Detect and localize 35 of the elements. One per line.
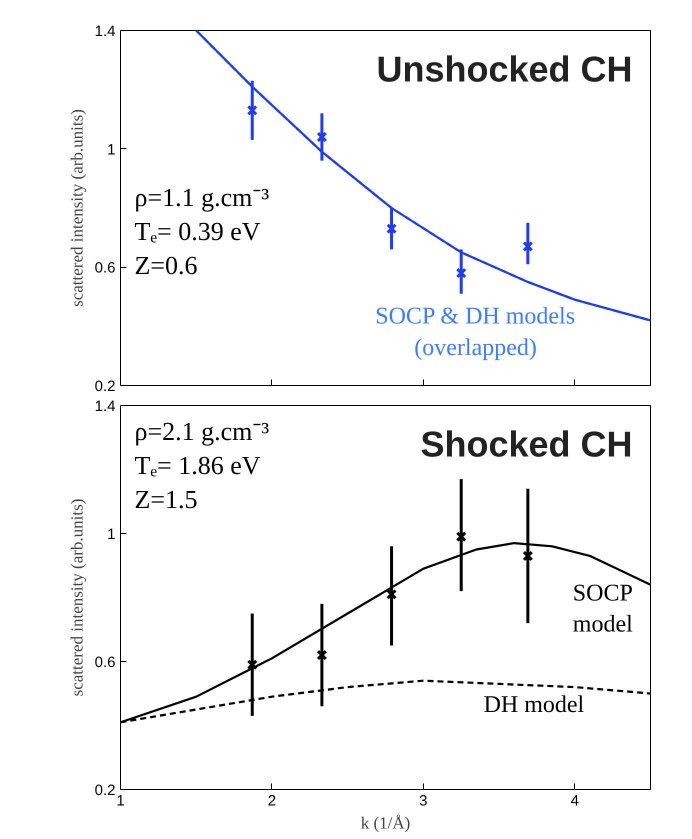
annotation: DH model — [484, 692, 585, 718]
point — [456, 531, 467, 542]
annotation: ρ=1.1 g.cm⁻³ — [134, 183, 270, 212]
point — [456, 268, 467, 278]
point — [522, 241, 534, 252]
y-tick-label: 0.2 — [94, 378, 116, 395]
y-tick-label: 1 — [107, 141, 116, 158]
point — [522, 550, 534, 562]
x-tick-label: 2 — [268, 792, 276, 810]
annotation: Z=0.6 — [134, 251, 198, 280]
annotation: SOCP model — [572, 580, 634, 638]
text: Unshocked CH — [376, 48, 633, 90]
point — [386, 588, 397, 600]
point — [316, 650, 328, 660]
annotation: Tₑ= 1.86 eV — [134, 451, 261, 480]
y-tick-label: 1 — [107, 526, 116, 543]
y-tick-label: 0.2 — [94, 782, 116, 799]
text: Shocked CH — [420, 424, 632, 464]
point — [246, 659, 258, 670]
y-axis-title: scattered intensity (arb.units) — [68, 498, 87, 696]
annotation: Tₑ= 0.39 eV — [134, 217, 261, 246]
y-tick-label: 0.6 — [94, 260, 116, 277]
point — [386, 223, 397, 234]
annotation: ρ=2.1 g.cm⁻³ — [134, 417, 270, 446]
point — [316, 132, 328, 142]
x-tick-label: 4 — [570, 792, 579, 810]
annotation: Z=1.5 — [134, 485, 198, 514]
x-axis-title: k (1/Å) — [360, 814, 410, 832]
point — [246, 104, 258, 116]
annotation: SOCP & DH models (overlapped) — [375, 304, 576, 361]
x-tick-label: 3 — [419, 792, 428, 810]
y-tick-label: 0.6 — [94, 654, 116, 671]
y-tick-label: 1.4 — [94, 23, 116, 40]
y-axis-title: scattered intensity (arb.units) — [68, 109, 87, 307]
y-tick-label: 1.4 — [94, 398, 116, 415]
